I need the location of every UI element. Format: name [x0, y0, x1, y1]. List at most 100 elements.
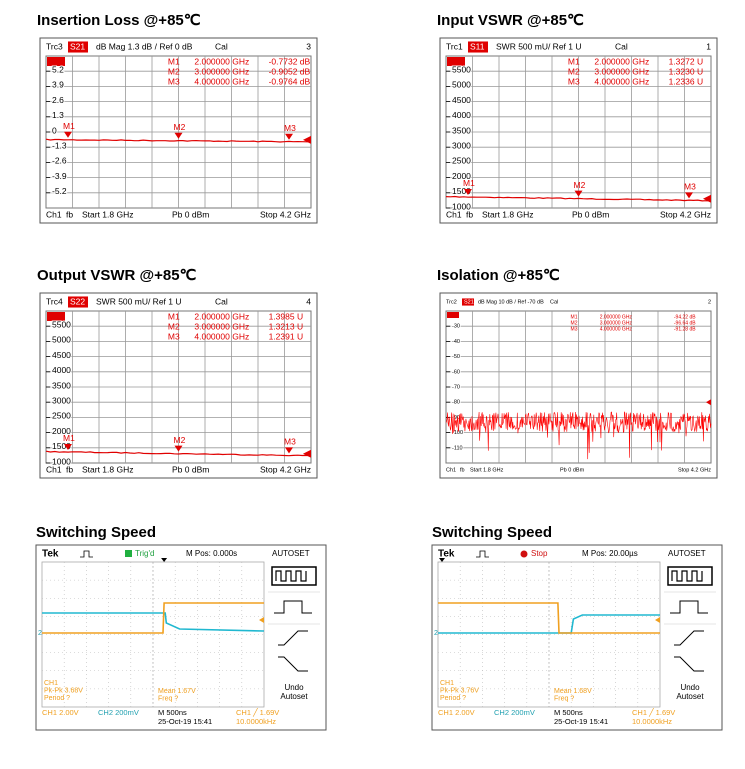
menu-item: Undo: [680, 683, 700, 692]
header-text: SWR 500 mU/ Ref 1 U: [496, 41, 582, 51]
status-text: 25-Oct-19 15:41: [158, 717, 212, 726]
trigger-icon: [80, 550, 93, 558]
marker-readout: 2.000000 GHz: [194, 311, 249, 321]
status-text: CH2 200mV: [494, 708, 535, 717]
m-pos: M Pos: 0.000s: [186, 549, 237, 558]
icon-square: [275, 570, 307, 582]
y-label: -100: [452, 430, 463, 436]
trace: [45, 138, 312, 143]
marker-readout: 2.000000 GHz: [600, 314, 633, 320]
header-text: Trc4: [46, 296, 63, 306]
m-pos: M Pos: 20.00µs: [582, 549, 638, 558]
marker-readout: -0.9052 dB: [269, 66, 311, 76]
param-badge: [468, 41, 488, 53]
marker-readout: M1: [168, 56, 180, 66]
marker-readout: 3.000000 GHz: [194, 321, 249, 331]
marker-label: M2: [174, 435, 186, 445]
header-text: 4: [306, 296, 311, 306]
footer-text: Ch1: [46, 209, 62, 219]
y-label: 3000: [452, 140, 471, 150]
status-text: 10.0000kHz: [632, 717, 672, 726]
header-text: 1: [706, 41, 711, 51]
marker-flag: [285, 447, 294, 454]
icon-fall: [278, 656, 308, 672]
footer-text: Start 1.8 GHz: [482, 209, 534, 219]
icon-rise: [674, 630, 704, 646]
y-label: -3.9: [52, 171, 67, 181]
ch2-trace: [438, 614, 660, 634]
param-badge: [462, 298, 474, 306]
marker-readout: M2: [571, 320, 578, 326]
marker-readout: M3: [571, 326, 578, 332]
header-text: 3: [306, 41, 311, 51]
y-label: -50: [452, 354, 460, 360]
marker-readout: 1.3985 U: [269, 311, 304, 321]
header-text: Cal: [615, 41, 628, 51]
marker-readout: -91.28 dB: [674, 326, 696, 332]
marker-readout: 3.000000 GHz: [594, 66, 649, 76]
y-label: 5500: [52, 319, 71, 329]
marker-flag: [63, 131, 72, 138]
footer-text: Stop 4.2 GHz: [678, 467, 711, 473]
status-text: M 500ns: [554, 708, 583, 717]
ref-arrow: [706, 399, 711, 406]
header-text: Cal: [215, 296, 228, 306]
measure-readout: Pk-Pk 3.68V: [44, 687, 83, 694]
status-text: CH1 2.00V: [42, 708, 79, 717]
status-text: M 500ns: [158, 708, 187, 717]
footer-text: fb: [66, 464, 73, 474]
panel-title: Switching Speed: [36, 524, 156, 541]
header-text: Cal: [550, 299, 558, 305]
header-text: Cal: [215, 41, 228, 51]
ch1-trace: [42, 602, 264, 634]
y-label: 5500: [452, 64, 471, 74]
footer-text: fb: [466, 209, 473, 219]
y-label: -70: [452, 384, 460, 390]
icon-fall: [674, 656, 704, 672]
measure-readout: CH1: [44, 680, 58, 687]
ref-arrow: [303, 135, 311, 144]
footer-text: Stop 4.2 GHz: [660, 209, 711, 219]
marker-readout: M1: [571, 314, 578, 320]
panel-title: Insertion Loss @+85℃: [37, 12, 201, 29]
stop-led: [520, 550, 528, 558]
footer-text: Pb 0 dBm: [572, 209, 609, 219]
marker-label: M3: [284, 123, 296, 133]
header-text: SWR 500 mU/ Ref 1 U: [96, 296, 182, 306]
footer-text: Start 1.8 GHz: [82, 464, 134, 474]
marker-readout: 1.3230 U: [669, 66, 704, 76]
header-text: dB Mag 1.3 dB / Ref 0 dB: [96, 41, 193, 51]
y-label: 2500: [452, 156, 471, 166]
header-text: S11: [470, 41, 485, 51]
param-badge: [68, 296, 88, 308]
brand: Tek: [42, 549, 59, 560]
marker-label: M1: [63, 433, 75, 443]
y-label: -40: [452, 339, 460, 345]
footer-text: Pb 0 dBm: [172, 209, 209, 219]
marker-readout: 4.000000 GHz: [600, 326, 633, 332]
marker-readout: -0.9764 dB: [269, 76, 311, 86]
marker-readout: 1.2336 U: [669, 76, 704, 86]
marker-flag: [285, 133, 294, 140]
y-label: -60: [452, 369, 460, 375]
y-label: -110: [452, 445, 463, 451]
brand: Tek: [438, 549, 455, 560]
panel-title: Output VSWR @+85℃: [37, 267, 197, 284]
status-text: 25-Oct-19 15:41: [554, 717, 608, 726]
measure-readout: Pk-Pk 3.76V: [440, 687, 479, 694]
marker-readout: 3.000000 GHz: [194, 66, 249, 76]
y-label: -30: [452, 324, 460, 330]
ch2-trace: [42, 612, 265, 632]
header-text: S21: [70, 41, 85, 51]
y-label: -1.3: [52, 140, 67, 150]
status-text: CH1 ╱ 1.69V: [236, 707, 279, 717]
icon-pulse: [670, 600, 708, 614]
y-label: 2000: [52, 426, 71, 436]
header-text: S21: [464, 299, 474, 305]
ref-arrow: [303, 449, 311, 458]
footer-text: Start 1.8 GHz: [82, 209, 134, 219]
trace-badge: [47, 57, 65, 66]
panel-title: Switching Speed: [432, 524, 552, 541]
menu-title: AUTOSET: [272, 549, 310, 558]
